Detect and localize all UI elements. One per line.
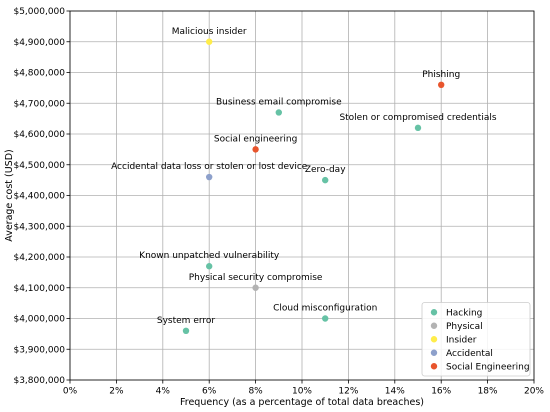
data-point	[206, 263, 213, 270]
data-point	[438, 81, 445, 89]
y-tick-label: $5,000,000	[13, 7, 65, 17]
legend-marker	[430, 309, 438, 316]
point-label: Known unpatched vulnerability	[139, 251, 280, 261]
legend-marker	[430, 349, 438, 356]
x-tick-label: 2%	[109, 387, 124, 397]
x-tick-label: 4%	[156, 387, 171, 397]
legend-marker	[430, 363, 438, 370]
x-tick-label: 10%	[292, 387, 312, 397]
data-point	[414, 124, 422, 132]
x-tick-label: 0%	[63, 387, 78, 397]
point-label: Zero-day	[305, 165, 346, 175]
y-tick-label: $4,900,000	[13, 38, 65, 48]
point-label: Stolen or compromised credentials	[339, 113, 496, 123]
data-point	[252, 146, 259, 153]
x-tick-label: 6%	[202, 387, 217, 397]
y-tick-label: $3,900,000	[13, 345, 65, 355]
point-label: Social engineering	[214, 134, 297, 144]
y-tick-label: $4,700,000	[13, 99, 65, 109]
y-tick-label: $4,300,000	[13, 222, 65, 232]
x-tick-label: 16%	[431, 387, 451, 397]
y-tick-label: $3,800,000	[13, 376, 65, 386]
data-point	[322, 315, 329, 322]
data-point	[252, 284, 259, 291]
legend: Hacking Physical Insider Accidental Social E…	[421, 302, 531, 377]
point-label: Physical security compromise	[189, 273, 323, 283]
x-axis-ticks: 0% 2% 4% 6% 8% 10% 12% 14% 16% 18% 20%	[63, 380, 544, 397]
y-axis-label: Average cost (USD)	[4, 149, 15, 241]
point-label: Accidental data loss or stolen or lost d…	[111, 162, 308, 172]
data-point	[322, 176, 329, 184]
point-label: Phishing	[422, 70, 460, 80]
y-tick-label: $4,800,000	[13, 69, 65, 79]
y-axis-ticks: $3,800,000 $3,900,000 $4,000,000 $4,100,000…	[13, 7, 70, 386]
x-tick-label: 8%	[248, 387, 263, 397]
y-tick-label: $4,200,000	[13, 253, 65, 263]
y-tick-label: $4,500,000	[13, 161, 65, 171]
x-tick-label: 20%	[524, 387, 544, 397]
legend-entry: Insider	[446, 335, 477, 345]
x-tick-label: 14%	[385, 387, 405, 397]
data-points	[182, 38, 445, 334]
legend-entry: Physical	[446, 322, 483, 332]
y-tick-label: $4,000,000	[13, 315, 65, 325]
point-label: Cloud misconfiguration	[273, 304, 377, 314]
point-label: Malicious insider	[172, 27, 247, 37]
legend-entry: Hacking	[446, 308, 482, 318]
point-labels: Business email compromise Stolen or compr…	[111, 27, 497, 326]
y-tick-label: $4,600,000	[13, 130, 65, 140]
x-tick-label: 12%	[338, 387, 358, 397]
data-point	[275, 109, 282, 116]
y-tick-label: $4,100,000	[13, 284, 65, 294]
data-point	[206, 38, 213, 45]
x-axis-label: Frequency (as a percentage of total data…	[180, 397, 424, 408]
legend-box	[421, 302, 531, 377]
data-point	[206, 173, 213, 181]
legend-marker	[430, 322, 438, 329]
legend-entry: Social Engineering	[446, 362, 530, 372]
data-point	[182, 327, 190, 334]
point-label: Business email compromise	[216, 97, 342, 107]
x-tick-label: 18%	[478, 387, 498, 397]
point-label: System error	[157, 316, 216, 326]
legend-entry: Accidental	[446, 349, 493, 359]
legend-marker	[430, 336, 438, 343]
y-tick-label: $4,400,000	[13, 192, 65, 202]
